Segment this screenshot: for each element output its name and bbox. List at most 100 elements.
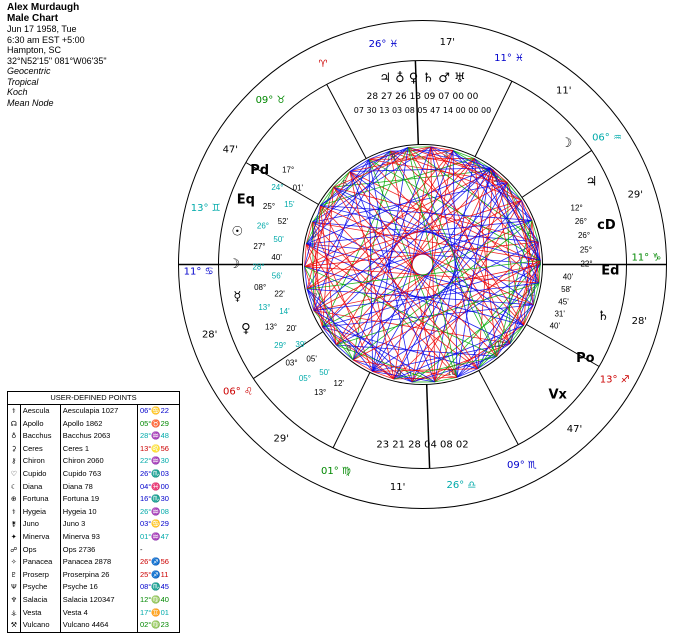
- point-position: 04°♓00: [137, 481, 179, 494]
- point-position: 06°♋22: [137, 405, 179, 418]
- point-full-name: Chiron 2060: [60, 455, 137, 468]
- planet-glyph: ☽: [229, 257, 241, 272]
- point-full-name: Salacia 120347: [60, 594, 137, 607]
- point-full-name: Psyche 16: [60, 581, 137, 594]
- house-number: 7: [313, 292, 318, 301]
- house-number: 3: [444, 150, 449, 159]
- sign-cusp-label: 06° ♒: [592, 132, 622, 143]
- point-position: 01°♒47: [137, 531, 179, 544]
- planet-glyph: ♀: [241, 321, 251, 336]
- point-position: 22°♒30: [137, 455, 179, 468]
- point-short-name: Apollo: [20, 418, 60, 431]
- aspect-line: [369, 158, 474, 159]
- degree-label: 40': [563, 272, 574, 281]
- planet-glyph: ♃: [586, 175, 598, 190]
- second-degree-row: 07 30 13 03 08 05 47 14 00 00 00: [354, 106, 491, 115]
- point-glyph-icon: ☊: [8, 418, 20, 431]
- point-glyph-icon: ✦: [8, 531, 20, 544]
- point-short-name: Panacea: [20, 556, 60, 569]
- sign-cusp-label: 28': [202, 329, 217, 340]
- degree-label: 13°: [265, 323, 277, 332]
- degree-label: 12': [334, 379, 345, 388]
- point-short-name: Salacia: [20, 594, 60, 607]
- point-full-name: Aesculapia 1027: [60, 405, 137, 418]
- point-full-name: Vesta 4: [60, 607, 137, 620]
- sign-cusp-label: 06° ♌: [223, 387, 253, 398]
- sign-cusp-label: 13° ♐: [600, 375, 630, 386]
- degree-label: 13°: [314, 388, 326, 397]
- sign-cusp-label: 09° ♉: [256, 95, 286, 106]
- sign-cusp-label: 13° ♊: [191, 203, 221, 214]
- house-number: 9: [397, 369, 402, 378]
- sign-cusp-label: 26° ♓: [369, 39, 399, 50]
- degree-label: 05°: [299, 374, 311, 383]
- point-glyph-icon: ⚷: [8, 455, 20, 468]
- point-position: 02°♍23: [137, 619, 179, 632]
- degree-label: 40': [271, 253, 282, 262]
- degree-label: 25°: [263, 202, 275, 211]
- point-glyph-icon: ♁: [8, 430, 20, 443]
- degree-label: 26°: [575, 217, 587, 226]
- point-full-name: Vulcano 4464: [60, 619, 137, 632]
- wheel-labels: 26° ♓17'11° ♓11'06° ♒29'11° ♑28'13° ♐47'…: [184, 37, 662, 493]
- point-glyph-icon: ⚕: [8, 506, 20, 519]
- sign-cusp-label: 29': [274, 433, 289, 444]
- degree-label: 28°: [252, 262, 264, 271]
- point-full-name: Bacchus 2063: [60, 430, 137, 443]
- point-short-name: Proserp: [20, 569, 60, 582]
- points-table-title: USER-DEFINED POINTS: [8, 392, 179, 405]
- top-planet-row: ♃ ♁ ♀ ♄ ♂ ♅: [379, 71, 465, 86]
- sign-cusp-label: ♈: [319, 59, 328, 70]
- degree-label: 22°: [580, 260, 592, 269]
- degree-label: 20': [286, 324, 297, 333]
- point-short-name: Hygeia: [20, 506, 60, 519]
- point-position: 12°♍40: [137, 594, 179, 607]
- setting-zodiac-center: Geocentric: [7, 66, 107, 77]
- top-degree-row: 28 27 26 13 09 07 00 00: [367, 92, 479, 102]
- house-number: 2: [494, 175, 499, 184]
- point-position: 08°♏45: [137, 581, 179, 594]
- degree-label: 05': [306, 355, 317, 364]
- point-position: 25°♐11: [137, 569, 179, 582]
- chart-header: Alex Murdaugh Male Chart Jun 17 1958, Tu…: [7, 3, 107, 108]
- sign-cusp-label: 26° ♎: [446, 480, 476, 491]
- degree-label: 58': [561, 285, 572, 294]
- point-glyph-icon: ⚵: [8, 518, 20, 531]
- point-position: 26°♒08: [137, 506, 179, 519]
- degree-label: 24°: [271, 183, 283, 192]
- point-position: 17°♊01: [137, 607, 179, 620]
- degree-label: 39': [295, 340, 306, 349]
- point-full-name: Juno 3: [60, 518, 137, 531]
- degree-label: 17°: [282, 166, 294, 175]
- degree-label: 15': [284, 200, 295, 209]
- degree-label: 56': [272, 271, 283, 280]
- point-short-name: Diana: [20, 481, 60, 494]
- point-glyph-icon: ✧: [8, 556, 20, 569]
- planet-glyph: cD: [597, 218, 616, 233]
- point-full-name: Cupido 763: [60, 468, 137, 481]
- point-short-name: Vulcano: [20, 619, 60, 632]
- point-short-name: Fortuna: [20, 493, 60, 506]
- degree-label: 45': [558, 297, 569, 306]
- point-glyph-icon: ☍: [8, 544, 20, 557]
- aspect-line: [390, 151, 497, 356]
- planet-glyph: Po: [576, 351, 595, 366]
- planet-glyph: Eq: [237, 193, 255, 208]
- aspect-lines: [305, 147, 541, 382]
- degree-label: 13°: [258, 303, 270, 312]
- chart-wheel: 26° ♓17'11° ♓11'06° ♒29'11° ♑28'13° ♐47'…: [175, 17, 670, 512]
- point-position: 16°♏30: [137, 493, 179, 506]
- setting-zodiac-type: Tropical: [7, 77, 107, 88]
- point-position: 26°♏03: [137, 468, 179, 481]
- degree-label: 29°: [274, 341, 286, 350]
